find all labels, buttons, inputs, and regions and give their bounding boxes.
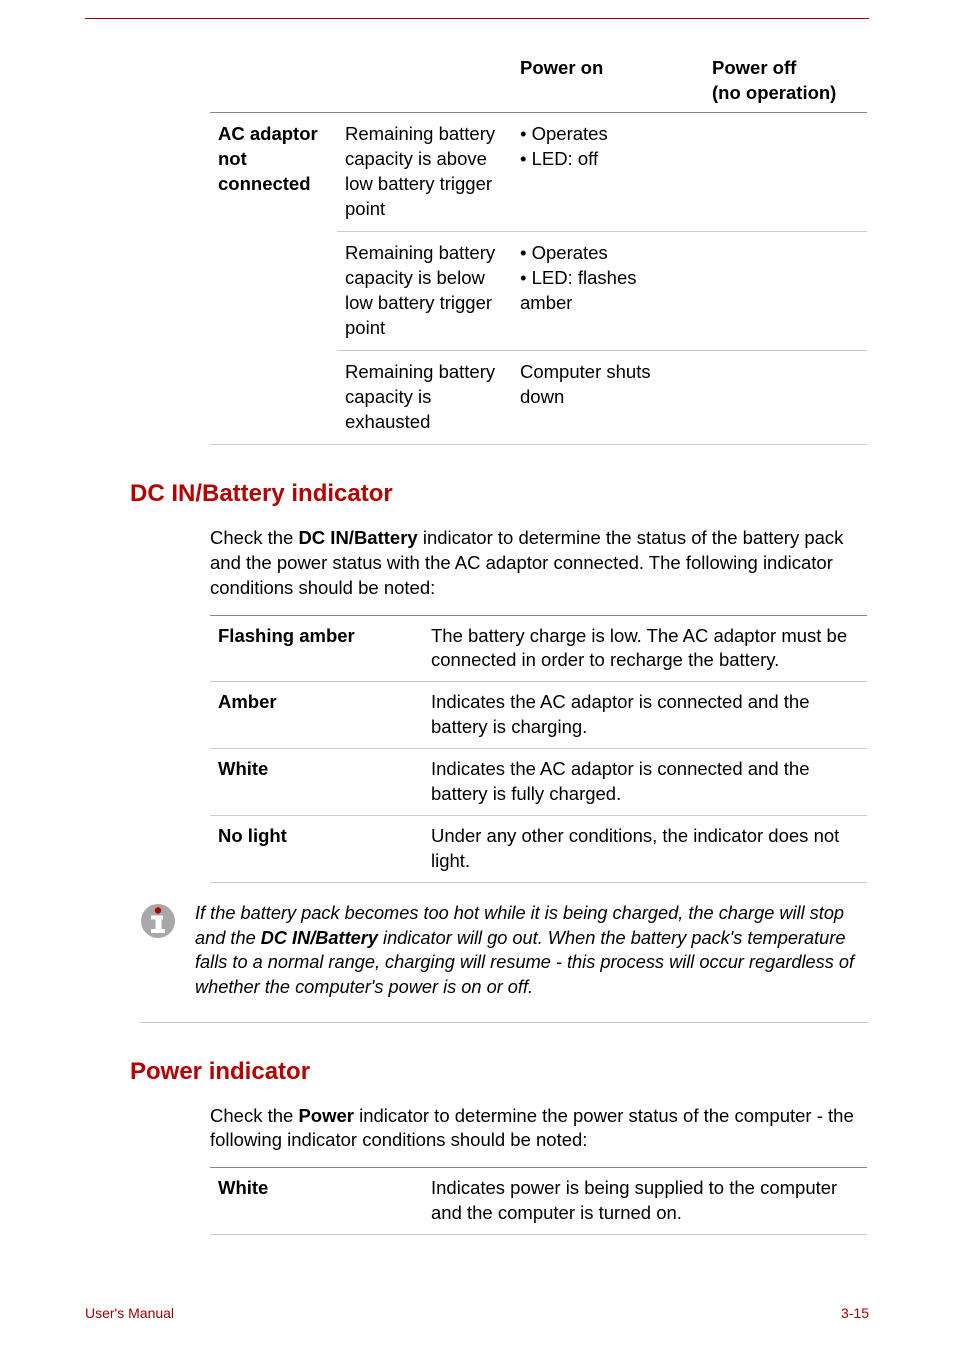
header-power-on: Power on (512, 50, 704, 112)
cell-power-on: Computer shuts down (512, 350, 704, 444)
cell-condition: Remaining battery capacity is below low … (337, 231, 512, 350)
note-text: If the battery pack becomes too hot whil… (195, 901, 869, 999)
power-condition-table: Power on Power off (no operation) AC ada… (210, 50, 867, 445)
indicator-desc: Indicates the AC adaptor is connected an… (423, 749, 867, 816)
cell-condition: Remaining battery capacity is exhausted (337, 350, 512, 444)
page-content: Power on Power off (no operation) AC ada… (85, 50, 869, 1235)
table-row: White Indicates the AC adaptor is connec… (210, 749, 867, 816)
cell-text: AC adaptor (218, 123, 318, 144)
cell-text: connected (218, 173, 311, 194)
cell-power-off (704, 112, 867, 231)
bold-text: DC IN/Battery (261, 928, 378, 948)
indicator-label: Flashing amber (210, 615, 423, 682)
paragraph: Check the Power indicator to determine t… (210, 1104, 869, 1154)
power-indicator-table: White Indicates power is being supplied … (210, 1167, 867, 1235)
info-icon (140, 903, 195, 944)
bold-text: Power (298, 1105, 354, 1126)
cell-condition: Remaining battery capacity is above low … (337, 112, 512, 231)
indicator-label: White (210, 1168, 423, 1235)
indicator-desc: Under any other conditions, the indicato… (423, 816, 867, 883)
cell-power-on: • Operates • LED: off (512, 112, 704, 231)
indicator-label: No light (210, 816, 423, 883)
heading-power-indicator: Power indicator (130, 1058, 869, 1086)
row-ac-adaptor-label: AC adaptor not connected (210, 112, 337, 444)
header-power-off-line2: (no operation) (712, 82, 836, 103)
table-row: Flashing amber The battery charge is low… (210, 615, 867, 682)
indicator-label: Amber (210, 682, 423, 749)
bold-text: DC IN/Battery (298, 527, 417, 548)
indicator-label: White (210, 749, 423, 816)
table-row: Amber Indicates the AC adaptor is connec… (210, 682, 867, 749)
paragraph: Check the DC IN/Battery indicator to det… (210, 526, 869, 601)
table-row: No light Under any other conditions, the… (210, 816, 867, 883)
indicator-desc: Indicates the AC adaptor is connected an… (423, 682, 867, 749)
cell-power-off (704, 350, 867, 444)
dc-in-battery-table: Flashing amber The battery charge is low… (210, 615, 867, 884)
indicator-desc: The battery charge is low. The AC adapto… (423, 615, 867, 682)
bullet-text: • LED: off (520, 148, 598, 169)
top-rule (85, 18, 869, 19)
footer-left: User's Manual (85, 1305, 174, 1321)
bullet-text: • Operates (520, 242, 608, 263)
header-power-off-line1: Power off (712, 57, 796, 78)
text: Check the (210, 527, 298, 548)
footer-right: 3-15 (841, 1305, 869, 1321)
cell-power-on: • Operates • LED: flashes amber (512, 231, 704, 350)
note-block: If the battery pack becomes too hot whil… (140, 901, 869, 1022)
heading-dc-in-battery: DC IN/Battery indicator (130, 480, 869, 508)
text: Check the (210, 1105, 298, 1126)
header-power-off: Power off (no operation) (704, 50, 867, 112)
table-row: White Indicates power is being supplied … (210, 1168, 867, 1235)
cell-power-off (704, 231, 867, 350)
bullet-text: • Operates (520, 123, 608, 144)
cell-text: not (218, 148, 247, 169)
bullet-text: • LED: flashes amber (520, 267, 637, 313)
indicator-desc: Indicates power is being supplied to the… (423, 1168, 867, 1235)
